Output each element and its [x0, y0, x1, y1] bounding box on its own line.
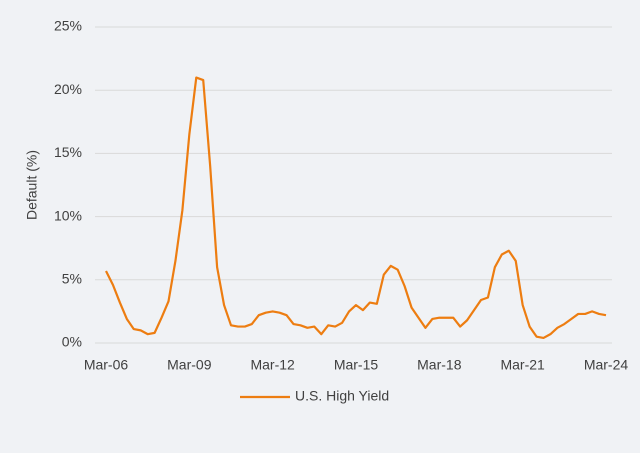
y-tick-label: 20% — [54, 81, 82, 97]
legend-label: U.S. High Yield — [295, 388, 389, 404]
y-tick-label: 10% — [54, 207, 82, 223]
y-tick-label: 15% — [54, 144, 82, 160]
x-tick-label: Mar-12 — [250, 357, 295, 373]
x-tick-label: Mar-18 — [417, 357, 462, 373]
y-tick-label: 0% — [62, 334, 82, 350]
x-tick-label: Mar-09 — [167, 357, 212, 373]
x-tick-label: Mar-24 — [584, 357, 629, 373]
y-axis-label: Default (%) — [24, 150, 40, 220]
y-tick-label: 5% — [62, 271, 82, 287]
data-line — [105, 76, 607, 340]
y-tick-label: 25% — [54, 18, 82, 34]
x-tick-label: Mar-06 — [84, 357, 129, 373]
x-tick-label: Mar-21 — [500, 357, 545, 373]
x-tick-label: Mar-15 — [334, 357, 379, 373]
